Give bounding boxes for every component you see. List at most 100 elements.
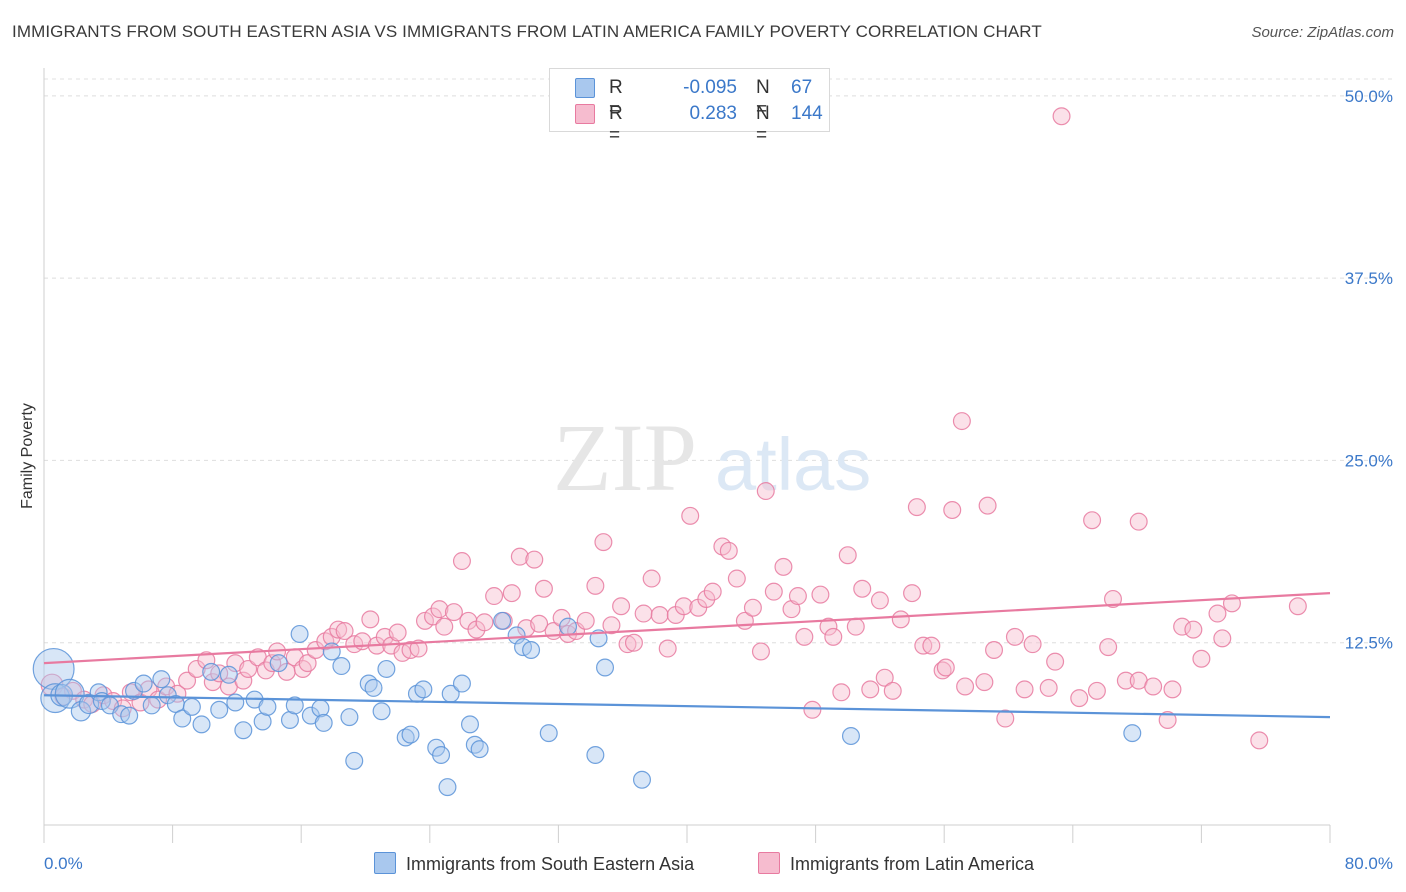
point-latin-america: [846, 617, 865, 636]
point-south-eastern-asia: [285, 696, 304, 715]
point-latin-america: [774, 557, 793, 576]
point-latin-america: [811, 585, 830, 604]
point-latin-america: [922, 636, 941, 655]
point-south-eastern-asia: [396, 728, 415, 747]
point-latin-america: [594, 533, 613, 552]
point-latin-america: [907, 498, 926, 517]
correlation-legend: R = -0.095 N = 67 R = 0.283 N = 144: [549, 68, 830, 146]
point-south-eastern-asia: [452, 674, 471, 693]
point-south-eastern-asia: [340, 708, 359, 727]
point-latin-america: [891, 610, 910, 629]
chart-title: IMMIGRANTS FROM SOUTH EASTERN ASIA VS IM…: [12, 22, 1042, 41]
point-latin-america: [1052, 107, 1071, 126]
point-south-eastern-asia: [632, 770, 651, 789]
legend-swatch-blue: [374, 852, 396, 874]
point-south-eastern-asia: [210, 700, 229, 719]
point-latin-america: [719, 541, 738, 560]
x-tick-label: 0.0%: [44, 854, 83, 873]
point-latin-america: [602, 616, 621, 635]
point-latin-america: [1046, 652, 1065, 671]
point-south-eastern-asia: [173, 709, 192, 728]
point-latin-america: [1208, 604, 1227, 623]
point-latin-america: [996, 709, 1015, 728]
point-latin-america: [293, 659, 312, 678]
point-latin-america: [756, 482, 775, 501]
point-south-eastern-asia: [120, 706, 139, 725]
point-south-eastern-asia: [258, 697, 277, 716]
n-label: N =: [756, 77, 770, 120]
point-south-eastern-asia: [1123, 724, 1142, 743]
point-south-eastern-asia: [377, 659, 396, 678]
point-latin-america: [239, 659, 258, 678]
bottom-legend-south-eastern-asia: Immigrants from South Eastern Asia: [374, 852, 694, 875]
point-latin-america: [1005, 627, 1024, 646]
bottom-legend-latin-america: Immigrants from Latin America: [758, 852, 1034, 875]
point-latin-america: [1070, 689, 1089, 708]
point-south-eastern-asia: [219, 665, 238, 684]
watermark-zip: ZIP: [553, 404, 697, 511]
axes: [43, 68, 1331, 843]
r-value: -0.095: [683, 77, 737, 98]
point-latin-america: [1213, 629, 1232, 648]
point-south-eastern-asia: [841, 727, 860, 746]
point-latin-america: [444, 603, 463, 622]
point-latin-america: [1103, 589, 1122, 608]
point-latin-america: [430, 600, 449, 619]
point-latin-america: [978, 496, 997, 515]
legend-swatch-blue: [575, 78, 595, 98]
point-south-eastern-asia: [70, 701, 92, 722]
point-latin-america: [1116, 671, 1135, 690]
point-latin-america: [1250, 731, 1269, 750]
point-latin-america: [943, 501, 962, 520]
tick-labels: 12.5% 25.0% 37.5% 50.0% 0.0% 80.0%: [44, 87, 1393, 873]
source-credit: Source: ZipAtlas.com: [1251, 24, 1394, 41]
point-latin-america: [452, 552, 471, 571]
point-latin-america: [1129, 512, 1148, 531]
point-south-eastern-asia: [507, 626, 526, 645]
point-latin-america: [618, 635, 637, 654]
point-latin-america: [1099, 638, 1118, 657]
point-south-eastern-asia: [269, 654, 288, 673]
point-latin-america: [1184, 620, 1203, 639]
trend-line-south-eastern-asia: [43, 694, 1331, 719]
point-latin-america: [475, 613, 494, 632]
point-latin-america: [624, 633, 643, 652]
r-value: 0.283: [689, 103, 737, 124]
point-latin-america: [1163, 680, 1182, 699]
point-latin-america: [485, 587, 504, 606]
trend-line-latin-america: [43, 592, 1331, 665]
point-latin-america: [197, 651, 216, 670]
point-latin-america: [388, 623, 407, 642]
y-tick-label: 50.0%: [1345, 87, 1393, 106]
point-latin-america: [824, 627, 843, 646]
point-south-eastern-asia: [332, 657, 351, 676]
point-latin-america: [743, 598, 762, 617]
r-label: R =: [609, 103, 623, 146]
point-latin-america: [586, 576, 605, 595]
point-south-eastern-asia: [32, 647, 75, 690]
point-latin-america: [1083, 511, 1102, 530]
point-latin-america: [838, 546, 857, 565]
point-south-eastern-asia: [493, 611, 512, 630]
legend-swatch-pink: [758, 852, 780, 874]
point-latin-america: [727, 569, 746, 588]
point-south-eastern-asia: [152, 670, 171, 689]
point-south-eastern-asia: [40, 683, 71, 714]
point-latin-america: [956, 677, 975, 696]
point-latin-america: [853, 579, 872, 598]
point-south-eastern-asia: [559, 617, 578, 636]
watermark-atlas: atlas: [715, 423, 871, 506]
point-latin-america: [936, 658, 955, 677]
point-south-eastern-asia: [322, 642, 341, 661]
point-latin-america: [764, 582, 783, 601]
x-tick-label: 80.0%: [1345, 854, 1393, 873]
point-latin-america: [1288, 597, 1307, 616]
point-south-eastern-asia: [372, 702, 391, 721]
point-latin-america: [650, 606, 669, 625]
point-latin-america: [703, 582, 722, 601]
point-latin-america: [424, 607, 443, 626]
point-latin-america: [1144, 677, 1163, 696]
point-latin-america: [642, 569, 661, 588]
point-latin-america: [435, 617, 454, 636]
point-latin-america: [697, 589, 716, 608]
